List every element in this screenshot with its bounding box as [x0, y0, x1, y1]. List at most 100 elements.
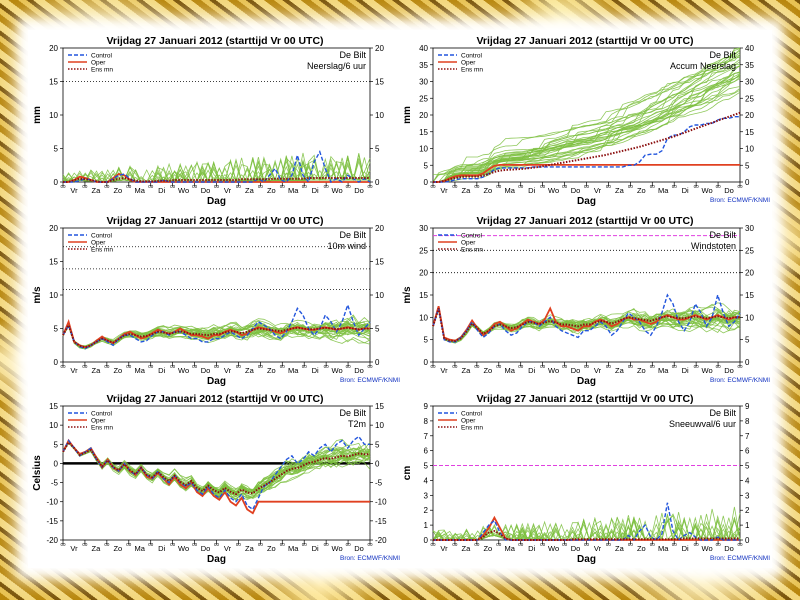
y-tick-label-left: 9 [424, 402, 429, 411]
x-day-label: Di [682, 366, 689, 375]
x-tick-hour: 00 [346, 542, 352, 547]
ensemble-member-line [62, 441, 371, 495]
x-day-label: Do [724, 544, 734, 553]
y-tick-label-left: 10 [49, 111, 58, 120]
x-tick-hour: 00 [192, 364, 198, 369]
y-tick-label-left: 1 [424, 521, 429, 530]
series-control [433, 502, 740, 542]
x-day-label: Wo [548, 186, 559, 195]
x-day-label: Ma [658, 366, 669, 375]
x-tick-hour: 00 [628, 542, 634, 547]
ensemble-member-line [433, 73, 741, 183]
series-ens-mean [433, 111, 741, 183]
x-tick-hour: 00 [367, 364, 373, 369]
legend-label: Ens mn [461, 247, 483, 254]
y-tick-label-left: 20 [419, 269, 428, 278]
x-tick-hour: 00 [367, 542, 373, 547]
x-tick-hour: 00 [346, 184, 352, 189]
y-tick-label-right: 10 [745, 313, 754, 322]
x-day-label: Do [201, 186, 211, 195]
x-day-label: Ma [288, 186, 299, 195]
series-control [433, 115, 740, 183]
legend-label: Oper [91, 60, 106, 67]
x-day-label: Za [462, 366, 472, 375]
x-day-label: Vr [440, 544, 448, 553]
x-day-label: Vr [440, 366, 448, 375]
ensemble-member-line [433, 48, 741, 183]
parameter-name: Sneeuwval/6 uur [669, 419, 736, 429]
y-tick-label-right: 15 [745, 291, 754, 300]
x-day-label: Zo [113, 186, 122, 195]
x-day-label: Zo [113, 544, 122, 553]
y-tick-label-left: 5 [54, 325, 59, 334]
x-tick-hour: 00 [650, 364, 656, 369]
x-tick-hour: 00 [430, 364, 436, 369]
y-tick-label-left: 20 [49, 44, 58, 53]
x-tick-hour: 00 [214, 364, 220, 369]
x-day-label: Zo [637, 366, 646, 375]
series-ens-mean [62, 322, 370, 349]
chart-title: Vrijdag 27 Januari 2012 (starttijd Vr 00… [106, 35, 323, 47]
x-tick-hour: 00 [126, 542, 132, 547]
chart-title: Vrijdag 27 Januari 2012 (starttijd Vr 00… [476, 393, 693, 405]
x-day-label: Do [201, 366, 211, 375]
legend-label: Oper [91, 418, 106, 425]
x-day-label: Vr [594, 186, 602, 195]
x-day-label: Vr [594, 366, 602, 375]
x-day-label: Za [92, 366, 102, 375]
y-tick-label-left: 15 [49, 78, 58, 87]
y-axis-label: mm [402, 106, 413, 124]
y-tick-label-left: 10 [49, 291, 58, 300]
x-tick-hour: 00 [737, 364, 743, 369]
ensemble-member-line [62, 324, 371, 348]
x-tick-hour: 00 [518, 364, 524, 369]
y-tick-label-left: 30 [419, 224, 428, 233]
panel-windstoten: Vrijdag 27 Januari 2012 (starttijd Vr 00… [402, 215, 770, 387]
x-tick-hour: 00 [650, 184, 656, 189]
panel-10m-wind: Vrijdag 27 Januari 2012 (starttijd Vr 00… [32, 215, 400, 387]
x-tick-hour: 00 [82, 364, 88, 369]
y-tick-label-right: 5 [745, 462, 750, 471]
x-day-label: Ma [288, 544, 299, 553]
x-day-label: Do [724, 186, 734, 195]
x-tick-hour: 00 [280, 542, 286, 547]
x-tick-hour: 00 [280, 364, 286, 369]
ensemble-member-line [433, 87, 741, 183]
x-day-label: Wo [548, 366, 559, 375]
series-control [62, 302, 371, 350]
ensemble-member-line [62, 442, 371, 494]
x-day-label: Wo [178, 544, 189, 553]
ensemble-member-line [433, 65, 741, 183]
y-tick-label-left: 10 [419, 145, 428, 154]
x-day-label: Ma [658, 186, 669, 195]
y-tick-label-left: 25 [419, 246, 428, 255]
y-tick-label-right: 10 [375, 291, 384, 300]
ensemble-member-line [62, 441, 371, 495]
x-tick-hour: 00 [236, 542, 242, 547]
x-tick-hour: 00 [540, 364, 546, 369]
source-label: Bron: ECMWF/KNMI [710, 377, 770, 384]
x-tick-hour: 00 [540, 542, 546, 547]
x-axis-label: Dag [207, 196, 226, 207]
y-tick-label-right: 4 [745, 476, 750, 485]
chart-title: Vrijdag 27 Januari 2012 (starttijd Vr 00… [106, 393, 323, 405]
ensemble-member-line [62, 442, 371, 494]
x-day-label: Zo [483, 544, 492, 553]
x-day-label: Di [158, 544, 165, 553]
x-day-label: Ma [505, 366, 516, 375]
x-day-label: Zo [483, 366, 492, 375]
x-tick-hour: 00 [474, 364, 480, 369]
y-tick-label-right: 5 [375, 325, 380, 334]
x-tick-hour: 00 [584, 184, 590, 189]
x-tick-hour: 00 [496, 184, 502, 189]
x-axis-label: Dag [577, 376, 596, 387]
x-tick-hour: 00 [148, 364, 154, 369]
x-tick-hour: 00 [672, 364, 678, 369]
y-tick-label-right: 9 [745, 402, 750, 411]
x-tick-hour: 00 [367, 184, 373, 189]
x-tick-hour: 00 [104, 542, 110, 547]
ensemble-member-line [63, 170, 371, 183]
ensemble-member-line [433, 56, 741, 183]
legend-label: Oper [91, 240, 106, 247]
y-tick-label-right: 5 [375, 440, 380, 449]
